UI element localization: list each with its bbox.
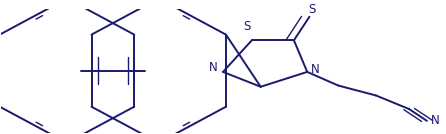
Text: N: N [209,61,218,74]
Text: N: N [430,114,439,127]
Text: S: S [308,3,315,16]
Text: S: S [244,21,251,34]
Text: N: N [311,63,319,76]
